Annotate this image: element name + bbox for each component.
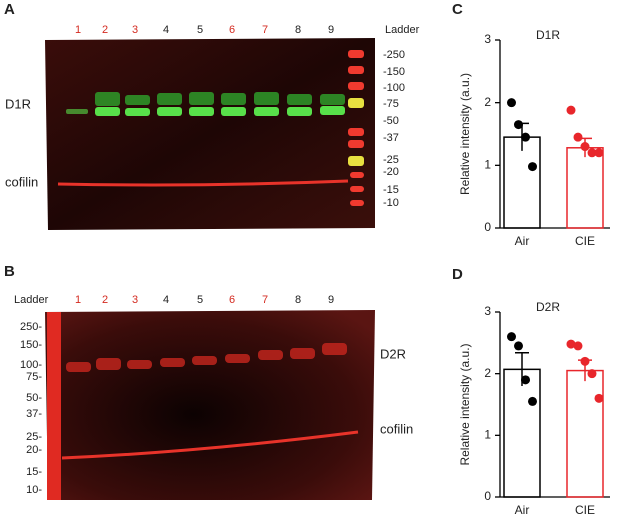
ladder-label: -15 [383, 184, 399, 196]
lane-label: 4 [163, 294, 169, 306]
ladder-label: -37 [383, 132, 399, 144]
ladder-label: 20- [26, 444, 42, 456]
y-axis-label: Relative intensity (a.u.) [458, 343, 472, 465]
ladder-label: 15- [26, 466, 42, 478]
lane-label: 2 [102, 24, 108, 36]
y-tick-label: 3 [484, 304, 491, 318]
lane-label: 6 [229, 294, 235, 306]
ladder-title: Ladder [14, 294, 49, 306]
data-point [580, 142, 590, 152]
x-tick-label: CIE [575, 234, 595, 248]
protein-label: cofilin [380, 421, 413, 436]
ladder-label: -50 [383, 115, 399, 127]
data-point [514, 341, 523, 351]
data-point [528, 162, 537, 172]
ladder-label: -75 [383, 98, 399, 110]
lane-label: 9 [328, 24, 334, 36]
data-point [514, 120, 523, 130]
lane-label: 9 [328, 294, 334, 306]
panel-label: C [452, 1, 463, 18]
y-tick-label: 1 [484, 428, 491, 442]
ladder-title: Ladder [385, 24, 420, 36]
data-point [521, 375, 530, 385]
x-tick-label: Air [515, 503, 530, 517]
data-point [594, 393, 604, 403]
y-tick-label: 2 [484, 95, 491, 109]
chart-title: D2R [536, 300, 560, 314]
lane-label: 5 [197, 294, 203, 306]
chart-title: D1R [536, 28, 560, 42]
lane-label: 3 [132, 294, 138, 306]
ladder-label: -20 [383, 166, 399, 178]
data-point [528, 396, 537, 406]
data-point [594, 148, 604, 158]
y-tick-label: 1 [484, 158, 491, 172]
y-tick-label: 0 [484, 220, 491, 234]
blot-a [45, 38, 375, 230]
y-tick-label: 3 [484, 32, 491, 46]
ladder-label: 50- [26, 392, 42, 404]
ladder-label: -150 [383, 66, 405, 78]
lane-label: 5 [197, 24, 203, 36]
lane-label: 4 [163, 24, 169, 36]
protein-label: cofilin [5, 174, 38, 189]
ladder-label: 250- [20, 321, 42, 333]
y-tick-label: 2 [484, 366, 491, 380]
protein-label: D2R [380, 346, 406, 361]
ladder-label: 10- [26, 484, 42, 496]
bar [566, 147, 604, 229]
lane-label: 7 [262, 294, 268, 306]
lane-label: 6 [229, 24, 235, 36]
lane-label: 1 [75, 294, 81, 306]
data-point [580, 356, 590, 366]
lane-label: 1 [75, 24, 81, 36]
data-point [587, 148, 597, 158]
lane-label: 3 [132, 24, 138, 36]
lane-label: 8 [295, 294, 301, 306]
ladder-label: 37- [26, 408, 42, 420]
blot-b [45, 310, 375, 500]
panel-label: A [4, 1, 15, 18]
data-point [507, 332, 516, 342]
ladder-label: 100- [20, 359, 42, 371]
y-tick-label: 0 [484, 489, 491, 503]
ladder-label: -10 [383, 197, 399, 209]
ladder-label: 75- [26, 371, 42, 383]
bar [503, 368, 541, 498]
data-point [507, 98, 516, 108]
x-tick-label: CIE [575, 503, 595, 517]
lane-label: 2 [102, 294, 108, 306]
ladder-label: 150- [20, 339, 42, 351]
x-tick-label: Air [515, 234, 530, 248]
data-point [573, 132, 583, 142]
panel-label: B [4, 263, 15, 280]
data-point [566, 105, 576, 115]
panel-label: D [452, 266, 463, 283]
data-point [573, 341, 583, 351]
ladder-label: 25- [26, 431, 42, 443]
y-axis-label: Relative intensity (a.u.) [458, 73, 472, 195]
data-point [521, 132, 530, 142]
bar [566, 369, 604, 498]
lane-label: 8 [295, 24, 301, 36]
protein-label: D1R [5, 96, 31, 111]
lane-label: 7 [262, 24, 268, 36]
data-point [566, 339, 576, 349]
ladder-label: -25 [383, 154, 399, 166]
ladder-label: -250 [383, 49, 405, 61]
data-point [587, 369, 597, 379]
ladder-label: -100 [383, 82, 405, 94]
